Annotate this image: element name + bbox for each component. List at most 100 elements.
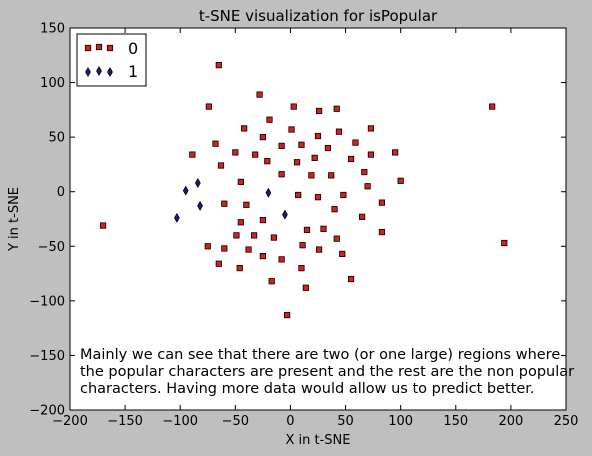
y-tick-label: 50: [48, 131, 65, 146]
data-point-class-1: [265, 187, 272, 198]
data-point-class-0: [259, 216, 266, 224]
data-point-class-0: [252, 151, 259, 158]
data-point-class-0: [278, 256, 285, 263]
data-point-class-0: [308, 172, 315, 179]
legend-marker-1: [96, 65, 102, 77]
y-tick-label: −50: [38, 240, 65, 255]
data-point-class-0: [237, 178, 244, 185]
annotation-line: the popular characters are present and t…: [80, 364, 574, 380]
data-point-class-0: [352, 139, 359, 146]
data-point-class-0: [378, 199, 386, 206]
x-tick-label: 50: [337, 414, 354, 429]
x-tick-label: −50: [222, 414, 249, 429]
data-point-class-1: [174, 212, 180, 223]
data-point-class-0: [243, 201, 250, 208]
data-point-class-0: [299, 242, 306, 249]
legend-markers: [84, 43, 114, 78]
data-point-class-1: [282, 209, 288, 220]
y-tick-label: 150: [40, 22, 65, 37]
data-point-class-0: [324, 144, 332, 152]
data-point-class-0: [278, 142, 285, 149]
data-point-class-0: [367, 151, 375, 158]
axis-ticks: −200 −150 −100 −50 0 50 100 150 200 250−200−150−1…: [29, 22, 578, 430]
data-point-class-0: [259, 134, 266, 141]
data-point-class-0: [303, 226, 311, 234]
data-point-class-0: [347, 275, 355, 283]
data-point-class-0: [361, 168, 368, 176]
data-point-class-0: [316, 107, 323, 115]
x-tick-label: −100: [162, 414, 198, 429]
legend-marker-0: [84, 44, 92, 52]
data-point-class-0: [221, 200, 228, 207]
data-point-class-0: [241, 125, 248, 132]
legend-marker-0: [95, 43, 103, 51]
data-point-class-0: [328, 172, 335, 179]
x-tick-label: 150: [443, 414, 468, 429]
legend-box: [76, 33, 147, 87]
data-point-class-0: [333, 105, 340, 112]
data-point-class-0: [316, 246, 323, 253]
x-tick-label: −200: [52, 414, 88, 429]
data-point-class-0: [340, 191, 347, 199]
x-tick-label: −150: [107, 414, 143, 429]
data-point-class-0: [295, 191, 302, 199]
x-tick-label: 100: [388, 414, 413, 429]
annotation-line: Mainly we can see that there are two (or…: [80, 347, 560, 363]
data-point-class-0: [314, 194, 322, 201]
data-point-class-0: [212, 140, 219, 147]
y-axis-label: Y in t-SNE: [7, 187, 22, 252]
data-point-class-0: [364, 183, 371, 190]
data-point-class-0: [378, 228, 386, 236]
x-axis-label: X in t-SNE: [286, 433, 351, 448]
data-point-class-0: [311, 154, 318, 161]
data-points: [99, 62, 508, 319]
data-point-class-0: [339, 250, 346, 258]
data-point-class-0: [331, 206, 338, 213]
data-point-class-0: [217, 162, 225, 169]
chart-title: t-SNE visualization for isPopular: [199, 7, 438, 25]
data-point-class-0: [298, 265, 305, 272]
data-point-class-0: [259, 253, 266, 260]
data-point-class-0: [268, 278, 275, 285]
data-point-class-0: [237, 219, 244, 226]
data-point-class-0: [215, 62, 222, 69]
data-point-class-0: [250, 232, 258, 239]
y-tick-label: −150: [29, 349, 65, 364]
y-tick-label: −100: [29, 294, 65, 309]
data-point-class-0: [335, 128, 343, 135]
data-point-class-0: [284, 311, 291, 319]
data-point-class-0: [236, 265, 243, 272]
legend-marker-1: [107, 66, 113, 78]
data-point-class-0: [302, 284, 309, 291]
data-point-class-0: [205, 103, 212, 110]
data-point-class-0: [270, 234, 278, 241]
data-point-class-1: [194, 177, 201, 188]
y-tick-label: 100: [40, 76, 65, 91]
data-point-class-0: [290, 103, 297, 110]
data-point-class-0: [221, 245, 228, 252]
annotation-text: Mainly we can see that there are two (or…: [80, 347, 574, 397]
x-tick-label: 250: [554, 414, 579, 429]
data-point-class-0: [392, 149, 399, 156]
data-point-class-0: [245, 246, 252, 253]
annotation-line: characters. Having more data would allow…: [80, 381, 535, 397]
data-point-class-0: [266, 116, 273, 123]
data-point-class-0: [232, 149, 239, 156]
data-point-class-0: [347, 155, 355, 163]
y-tick-label: −200: [29, 404, 65, 419]
data-point-class-0: [501, 239, 508, 247]
plot-area: [69, 27, 567, 411]
data-point-class-0: [233, 232, 240, 239]
data-point-class-0: [397, 177, 404, 184]
data-point-class-0: [314, 132, 322, 140]
data-point-class-0: [333, 235, 340, 242]
legend-marker-1: [85, 66, 91, 78]
legend: 0 1: [76, 33, 147, 87]
data-point-class-0: [256, 91, 263, 98]
data-point-class-0: [288, 126, 295, 133]
legend-label-1: 1: [128, 62, 138, 81]
legend-marker-0: [106, 44, 114, 52]
x-tick-label: 200: [498, 414, 523, 429]
data-point-class-0: [215, 260, 222, 267]
